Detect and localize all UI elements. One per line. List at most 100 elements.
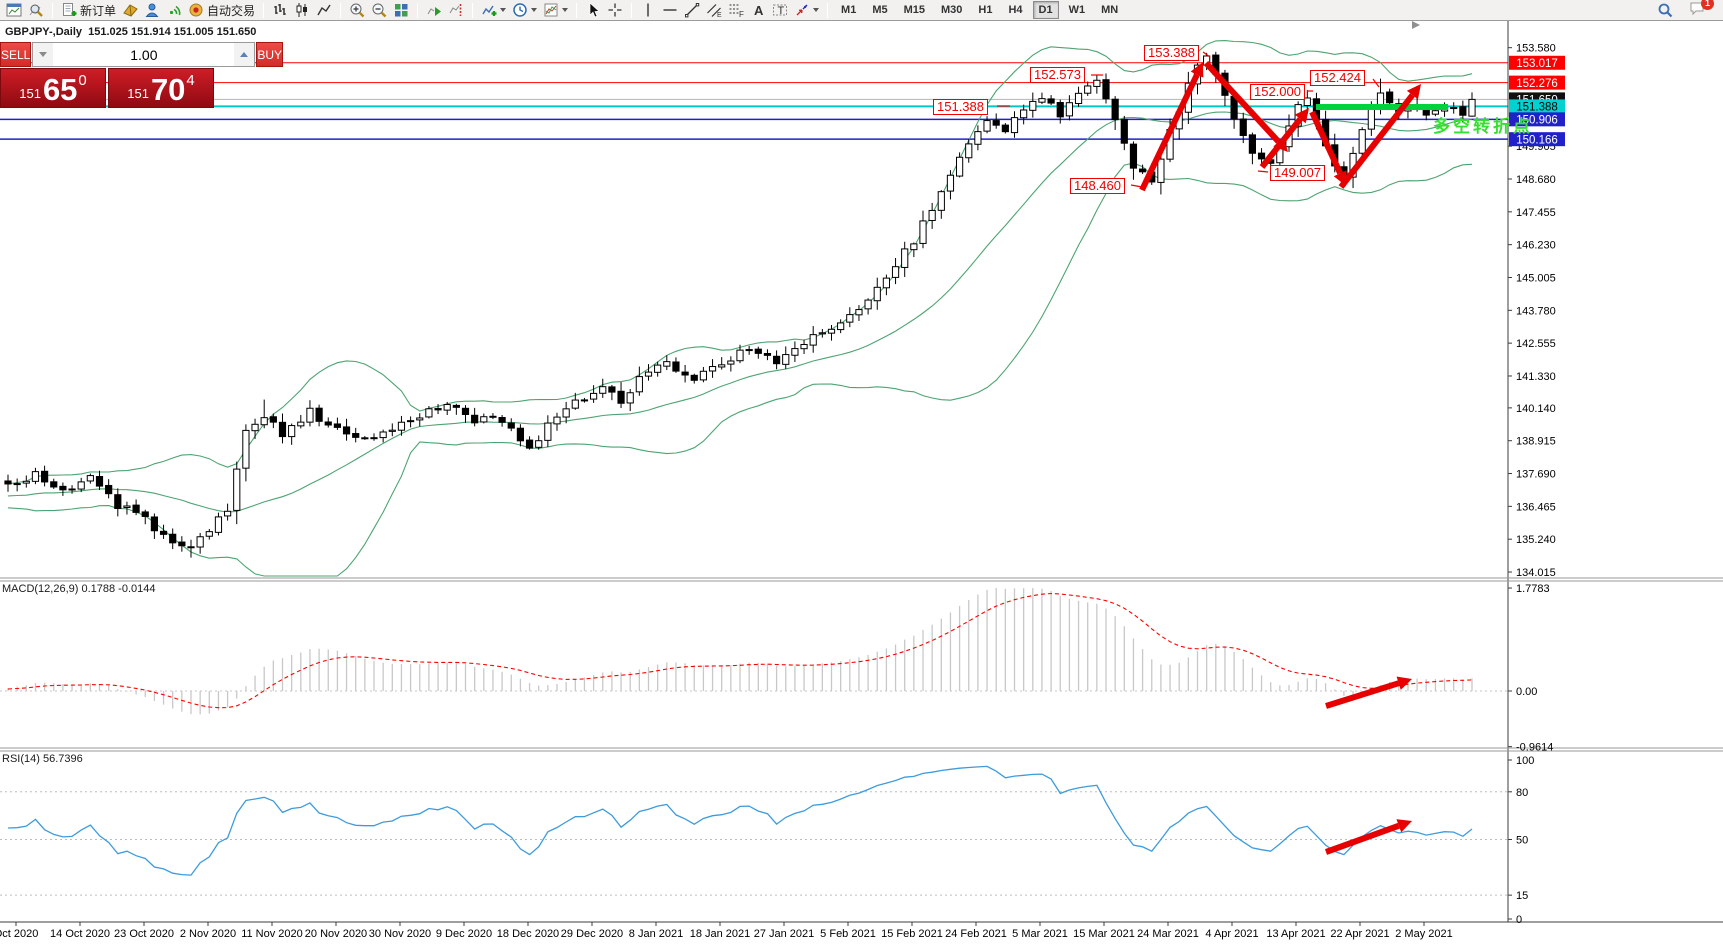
trend-arrow: [1139, 73, 1200, 192]
svg-text:22 Apr 2021: 22 Apr 2021: [1330, 928, 1389, 940]
horizontal-line-icon[interactable]: [660, 1, 680, 20]
fibonacci-icon[interactable]: F: [726, 1, 746, 20]
toolbar-items: 新订单 自动交易 E F A T M1 M5 M15 M30 H1 H4 D1 W1 MN: [4, 0, 1125, 21]
tile-windows-icon[interactable]: [391, 1, 411, 20]
zoom-in-icon[interactable]: [347, 1, 367, 20]
volume-decrease-button[interactable]: [33, 43, 54, 66]
svg-text:143.780: 143.780: [1516, 305, 1556, 317]
channel-icon[interactable]: E: [704, 1, 724, 20]
timeframe-M5[interactable]: M5: [872, 4, 888, 16]
buy-button[interactable]: BUY: [256, 42, 284, 67]
new-chart-icon[interactable]: [4, 1, 24, 20]
chat-icon[interactable]: 1: [1687, 0, 1714, 20]
buy-quote[interactable]: 151 70 4: [108, 68, 214, 108]
timeframe-M15[interactable]: M15: [903, 4, 925, 16]
svg-text:13 Apr 2021: 13 Apr 2021: [1266, 928, 1325, 940]
volume-input[interactable]: [53, 43, 235, 66]
svg-text:2 Nov 2020: 2 Nov 2020: [180, 928, 236, 940]
toolbar-separator: [263, 2, 265, 18]
support-zone: [1316, 104, 1448, 110]
price-badge: [1509, 99, 1565, 114]
community-icon[interactable]: [142, 1, 162, 20]
data-window-icon[interactable]: [26, 1, 46, 20]
price-annotation-151.388[interactable]: 151.388: [933, 99, 988, 115]
svg-text:5 Feb 2021: 5 Feb 2021: [820, 928, 876, 940]
price-annotation-153.388[interactable]: 153.388: [1144, 45, 1199, 61]
timeframe-M1[interactable]: M1: [841, 4, 857, 16]
chart-shift-marker: [1412, 21, 1420, 29]
svg-text:135.240: 135.240: [1516, 534, 1556, 546]
svg-text:0: 0: [1516, 914, 1522, 926]
zoom-out-icon[interactable]: [369, 1, 389, 20]
trendline-icon[interactable]: [682, 1, 702, 20]
sell-price-pips: 65: [42, 72, 78, 107]
timeframe-D1[interactable]: D1: [1032, 1, 1059, 19]
search-icon[interactable]: [1655, 1, 1675, 20]
price-annotation-152.000[interactable]: 152.000: [1250, 84, 1305, 100]
toolbar-separator: [472, 2, 474, 18]
chevron-down-icon[interactable]: [500, 8, 507, 12]
bar-chart-icon[interactable]: [270, 1, 290, 20]
crosshair-icon[interactable]: [605, 1, 625, 20]
price-annotation-149.007[interactable]: 149.007: [1270, 165, 1325, 181]
macd-signal-line: [7, 592, 1473, 709]
svg-text:T: T: [778, 5, 785, 17]
candlestick-chart-icon[interactable]: [292, 1, 312, 20]
price-annotation-148.460[interactable]: 148.460: [1070, 178, 1125, 194]
svg-text:134.015: 134.015: [1516, 567, 1556, 579]
toolbar-right: 1: [1655, 0, 1719, 20]
rsi-label: RSI(14) 56.7396: [2, 753, 83, 765]
label-icon[interactable]: T: [770, 1, 790, 20]
svg-text:2 May 2021: 2 May 2021: [1395, 928, 1452, 940]
svg-text:136.465: 136.465: [1516, 501, 1556, 513]
auto-scroll-icon[interactable]: [424, 1, 444, 20]
line-chart-icon[interactable]: [314, 1, 334, 20]
chevron-down-icon[interactable]: [813, 8, 820, 12]
svg-text:15: 15: [1516, 890, 1528, 902]
templates-icon[interactable]: [541, 1, 570, 20]
timeframe-MN[interactable]: MN: [1101, 4, 1119, 16]
chart-symbol-label: GBPJPY-,Daily 151.025 151.914 151.005 15…: [5, 26, 257, 38]
svg-text:8 Jan 2021: 8 Jan 2021: [629, 928, 683, 940]
timeframe-H1[interactable]: H1: [978, 4, 993, 16]
cursor-icon[interactable]: [583, 1, 603, 20]
volume-increase-button[interactable]: [234, 43, 255, 66]
arrows-icon[interactable]: [792, 1, 821, 20]
trend-arrow: [1203, 60, 1281, 144]
indicators-icon[interactable]: [479, 1, 508, 20]
price-badge: [1509, 112, 1565, 127]
new-order-button-label: 新订单: [80, 3, 117, 18]
timeframe-M30[interactable]: M30: [941, 4, 963, 16]
price-annotation-152.424[interactable]: 152.424: [1310, 70, 1365, 86]
svg-text:140.140: 140.140: [1516, 403, 1556, 415]
periods-icon[interactable]: [510, 1, 539, 20]
chart-shift-icon[interactable]: [446, 1, 466, 20]
svg-text:150.906: 150.906: [1516, 115, 1558, 127]
chevron-down-icon[interactable]: [531, 8, 538, 12]
svg-text:Oct 2020: Oct 2020: [0, 928, 38, 940]
signals-icon[interactable]: [164, 1, 184, 20]
triangle-up-icon: [240, 52, 249, 57]
price-annotation-152.573[interactable]: 152.573: [1030, 67, 1085, 83]
svg-text:30 Nov 2020: 30 Nov 2020: [369, 928, 431, 940]
chevron-down-icon[interactable]: [562, 8, 569, 12]
svg-text:5 Mar 2021: 5 Mar 2021: [1012, 928, 1068, 940]
chinese-annotation[interactable]: 多空转折点: [1433, 117, 1533, 136]
toolbar-separator: [52, 2, 53, 18]
new-order-button[interactable]: 新订单: [59, 1, 118, 20]
sell-quote[interactable]: 151 65 0: [0, 68, 106, 108]
trade-panel-top-row: SELL BUY: [0, 42, 284, 67]
autotrading-button-label: 自动交易: [207, 3, 256, 18]
price-badge: [1509, 132, 1565, 147]
metaeditor-icon[interactable]: [120, 1, 140, 20]
text-icon[interactable]: A: [748, 1, 768, 20]
autotrading-button[interactable]: 自动交易: [186, 1, 257, 20]
timeframe-H4[interactable]: H4: [1008, 4, 1023, 16]
macd-label: MACD(12,26,9) 0.1788 -0.0144: [2, 583, 156, 595]
sell-button[interactable]: SELL: [0, 42, 32, 67]
svg-text:11 Nov 2020: 11 Nov 2020: [241, 928, 303, 940]
vertical-line-icon[interactable]: [638, 1, 658, 20]
svg-text:137.690: 137.690: [1516, 469, 1556, 481]
timeframe-W1[interactable]: W1: [1068, 4, 1086, 16]
